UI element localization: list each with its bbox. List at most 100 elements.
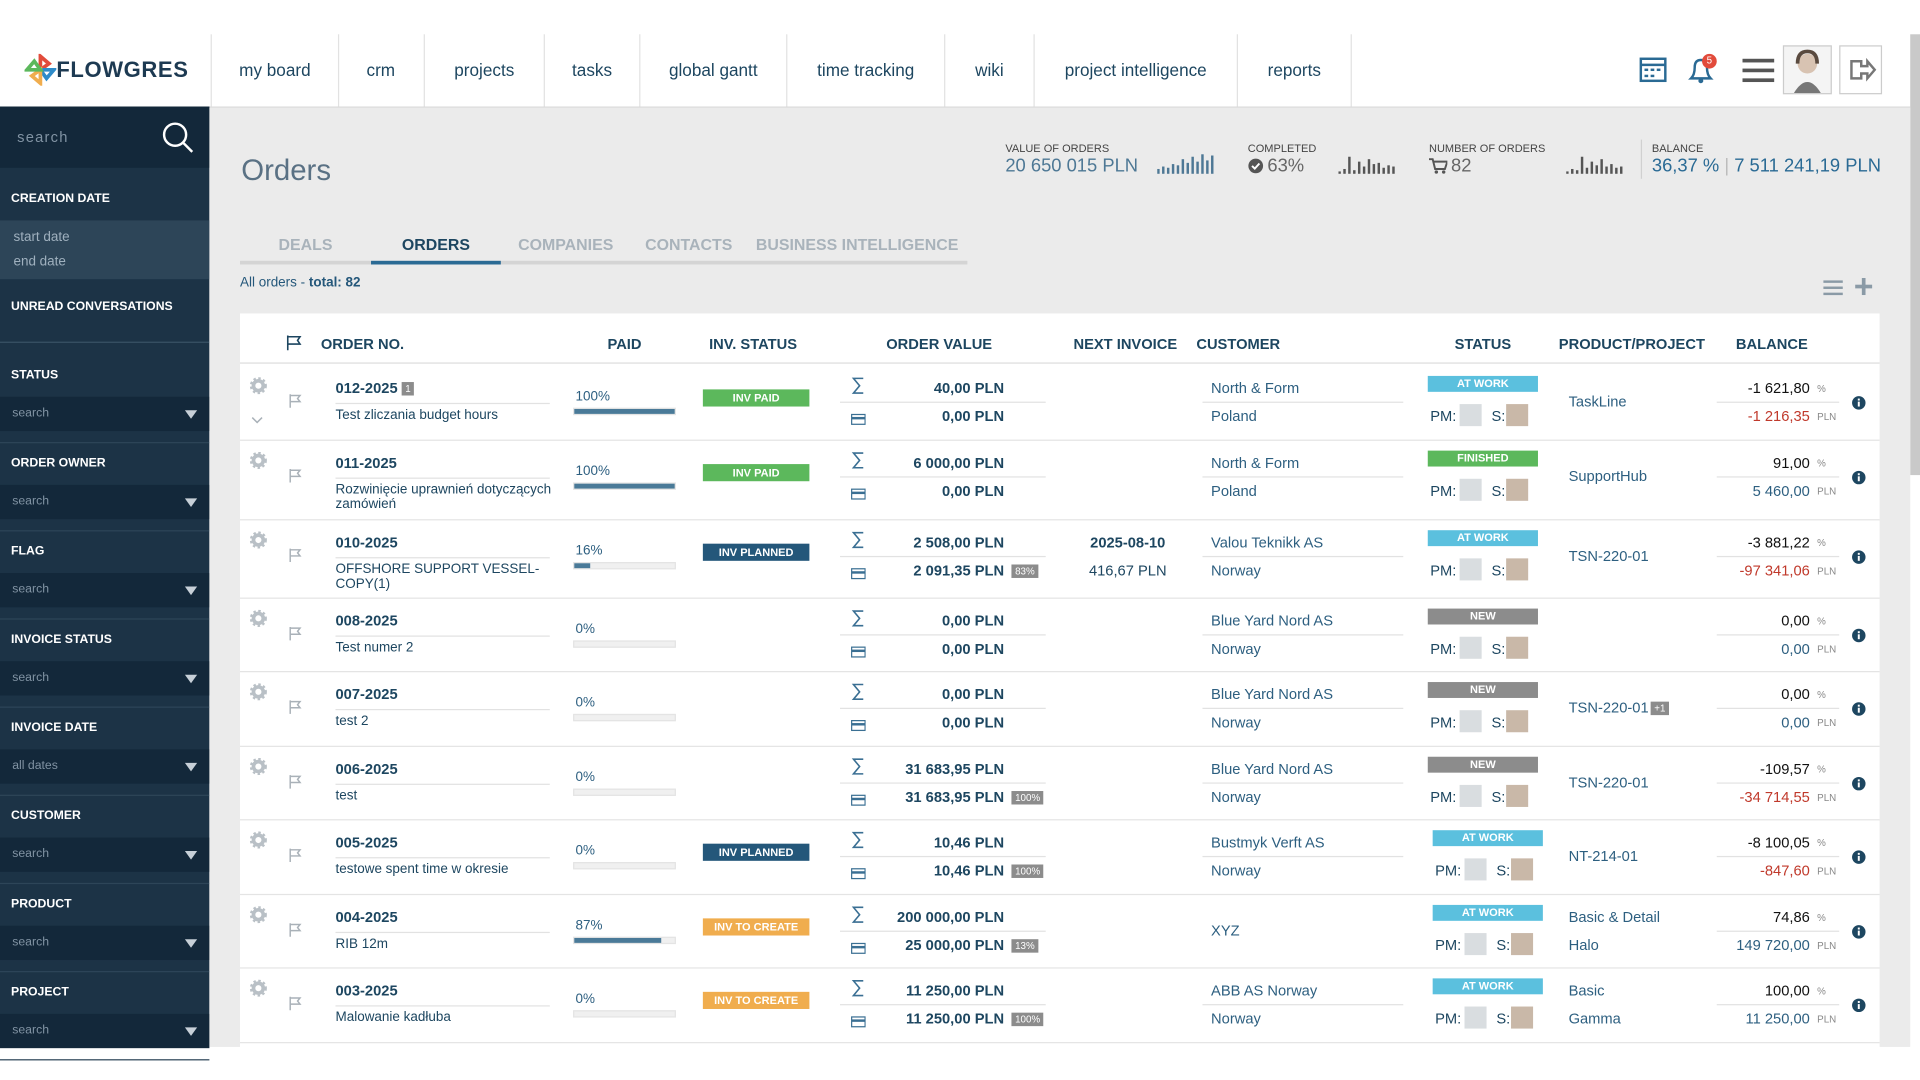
product[interactable]: SupportHub xyxy=(1568,467,1648,485)
tab[interactable]: COMPANIES xyxy=(518,235,614,254)
top-nav: FLOWGRES my board crm projects tasks global … xyxy=(0,34,1911,108)
calendar-icon[interactable] xyxy=(1638,54,1667,83)
order-number[interactable]: 006-2025 xyxy=(335,760,398,778)
column-header[interactable]: INV. STATUS xyxy=(709,335,798,353)
customer[interactable]: North & Form xyxy=(1211,454,1300,472)
menu-item[interactable]: my board xyxy=(210,34,340,107)
info-icon[interactable] xyxy=(1851,700,1866,722)
end-date[interactable]: end date xyxy=(13,254,66,270)
table-row[interactable]: 005-2025 testowe spent time w okresie 0% IN… xyxy=(240,819,1880,896)
product[interactable]: TaskLine xyxy=(1568,393,1627,411)
divider xyxy=(1640,139,1643,179)
column-header[interactable]: BALANCE xyxy=(1735,335,1808,353)
filter-select[interactable]: search xyxy=(0,661,210,696)
product[interactable]: Basic & Detail xyxy=(1568,908,1661,926)
column-header[interactable]: ORDER VALUE xyxy=(886,335,993,353)
filter-select[interactable]: search xyxy=(0,484,210,520)
start-date[interactable]: start date xyxy=(13,230,70,245)
order-number[interactable]: 003-2025 xyxy=(335,982,398,1000)
table-row[interactable]: 006-2025 test 0% 31 683,95 PLN 31 683,95 PLN… xyxy=(240,746,1880,821)
column-header[interactable]: PAID xyxy=(607,335,642,353)
filter-select[interactable]: search xyxy=(0,925,210,961)
menu-item[interactable]: global gantt xyxy=(640,34,788,107)
menu-item[interactable]: project intelligence xyxy=(1035,34,1238,107)
table-row[interactable]: 011-2025 Rozwinięcie uprawnień dotyczącyc… xyxy=(240,440,1880,521)
table-row[interactable]: 010-2025 OFFSHORE SUPPORT VESSEL-COPY(1) 1… xyxy=(240,519,1880,599)
product[interactable]: TSN-220-01 xyxy=(1568,699,1649,717)
pm-label: PM: xyxy=(1435,862,1462,880)
filter-select[interactable]: search xyxy=(0,837,210,872)
balance-amount: -1 216,35 xyxy=(1747,407,1810,425)
filter-select[interactable]: search xyxy=(0,1013,210,1049)
bell-icon[interactable] xyxy=(1686,54,1718,86)
info-icon[interactable] xyxy=(1851,627,1866,649)
product-secondary[interactable]: Gamma xyxy=(1568,1010,1621,1028)
info-icon[interactable] xyxy=(1851,549,1866,571)
product[interactable]: Basic xyxy=(1568,982,1605,1000)
info-icon[interactable] xyxy=(1851,775,1866,797)
scrollbar[interactable] xyxy=(1910,34,1920,476)
order-number[interactable]: 004-2025 xyxy=(335,908,398,926)
info-icon[interactable] xyxy=(1851,394,1866,416)
customer[interactable]: XYZ xyxy=(1211,922,1240,940)
column-header[interactable]: CUSTOMER xyxy=(1196,335,1281,353)
sidebar-search[interactable]: search xyxy=(0,106,210,168)
menu-item[interactable]: wiki xyxy=(945,34,1035,107)
country: Norway xyxy=(1211,788,1261,806)
avatar xyxy=(1511,1006,1534,1029)
product-secondary[interactable]: Halo xyxy=(1568,936,1599,954)
column-header[interactable]: NEXT INVOICE xyxy=(1073,335,1178,353)
customer[interactable]: ABB AS Norway xyxy=(1211,982,1318,1000)
customer[interactable]: Blue Yard Nord AS xyxy=(1211,685,1334,703)
table-row[interactable]: 012-2025 1 Test zliczania budget hours 100%… xyxy=(240,365,1880,441)
customer[interactable]: Valou Teknikk AS xyxy=(1211,533,1324,552)
tab[interactable]: DEALS xyxy=(278,235,333,254)
date-range[interactable]: start date end date xyxy=(0,220,210,280)
menu-item[interactable]: reports xyxy=(1238,34,1352,107)
add-icon[interactable] xyxy=(1855,277,1873,296)
tab[interactable]: ORDERS xyxy=(401,235,470,254)
menu-item[interactable]: time tracking xyxy=(787,34,946,107)
customer[interactable]: Blue Yard Nord AS xyxy=(1211,760,1334,778)
customer[interactable]: Blue Yard Nord AS xyxy=(1211,612,1334,630)
menu-item[interactable]: tasks xyxy=(545,34,641,107)
filter-title[interactable]: UNREAD CONVERSATIONS xyxy=(11,300,173,314)
table-row[interactable]: 004-2025 RIB 12m 87% INV TO CREATE 200 000,0… xyxy=(240,894,1880,969)
dropdown-arrow xyxy=(184,410,198,419)
product[interactable]: NT-214-01 xyxy=(1568,847,1639,865)
customer[interactable]: North & Form xyxy=(1211,379,1300,397)
table-row[interactable]: 007-2025 test 2 0% 0,00 PLN 0,00 PLN Blue Yar… xyxy=(240,671,1880,747)
filter-select[interactable]: all dates xyxy=(0,749,210,784)
info-icon[interactable] xyxy=(1851,469,1866,491)
table-row[interactable]: 008-2025 Test numer 2 0% 0,00 PLN 0,00 PLN Bl… xyxy=(240,598,1880,673)
column-header[interactable]: ORDER NO. xyxy=(320,335,405,353)
menu-item[interactable]: projects xyxy=(425,34,545,107)
info-icon[interactable] xyxy=(1851,849,1866,871)
product[interactable]: TSN-220-01 xyxy=(1568,773,1649,792)
info-icon[interactable] xyxy=(1851,997,1866,1019)
filter-select[interactable]: search xyxy=(0,396,210,432)
tab[interactable]: CONTACTS xyxy=(645,235,733,254)
invoice-icon xyxy=(851,791,866,813)
order-number[interactable]: 012-2025 xyxy=(335,379,398,397)
info-icon[interactable] xyxy=(1851,923,1866,945)
order-number[interactable]: 011-2025 xyxy=(335,454,397,472)
column-header[interactable]: PRODUCT/PROJECT xyxy=(1558,335,1705,353)
order-number[interactable]: 010-2025 xyxy=(335,533,398,552)
order-number[interactable]: 008-2025 xyxy=(335,612,398,630)
logout-button[interactable] xyxy=(1839,45,1883,95)
customer[interactable]: Bustmyk Verft AS xyxy=(1211,833,1325,852)
hamburger-icon[interactable] xyxy=(1742,56,1775,83)
menu-item[interactable]: crm xyxy=(338,34,425,107)
invoiced-value: 2 091,35 PLN xyxy=(913,562,1005,580)
tab[interactable]: BUSINESS INTELLIGENCE xyxy=(755,235,959,254)
table-row[interactable]: 003-2025 Malowanie kadłuba 0% INV TO CREATE… xyxy=(240,967,1880,1044)
product[interactable]: TSN-220-01 xyxy=(1568,547,1649,565)
list-view-icon[interactable] xyxy=(1823,279,1843,296)
column-header[interactable]: STATUS xyxy=(1454,335,1512,353)
filter-select[interactable]: search xyxy=(0,573,210,608)
order-number[interactable]: 007-2025 xyxy=(335,685,398,703)
gear-icon xyxy=(249,377,267,400)
order-number[interactable]: 005-2025 xyxy=(335,833,398,852)
user-avatar[interactable] xyxy=(1782,45,1832,95)
